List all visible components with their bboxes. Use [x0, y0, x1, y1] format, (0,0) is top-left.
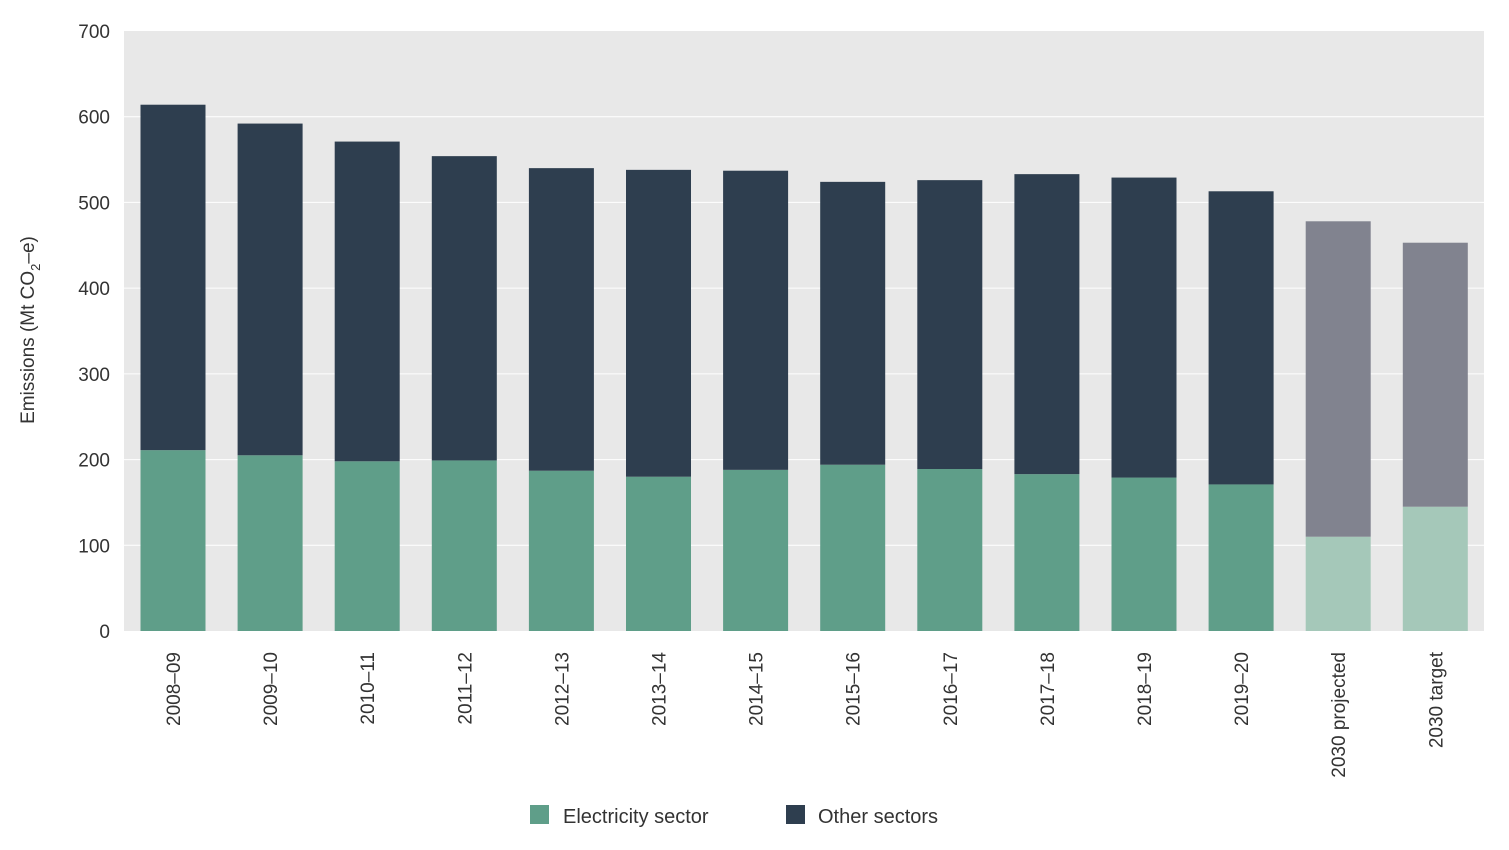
- bar-other-sectors-2014-15: [723, 170, 789, 470]
- bar-other-sectors-2030-target: [1402, 242, 1468, 507]
- y-axis-label-prefix: Emissions (Mt CO: [18, 271, 39, 424]
- bar-other-sectors-2018-19: [1111, 177, 1177, 478]
- y-axis-label-subscript: 2: [28, 264, 43, 271]
- bar-other-sectors-2019-20: [1208, 191, 1274, 485]
- y-tick-labels: 0 100 200 300 400 500 600 700: [78, 22, 110, 643]
- x-tick-label-2009-10: 2009–10: [261, 652, 282, 726]
- bar-other-sectors-2017-18: [1014, 174, 1080, 475]
- x-tick-label-2016-17: 2016–17: [941, 652, 962, 726]
- y-tick-label-600: 600: [78, 108, 110, 129]
- y-tick-label-100: 100: [78, 536, 110, 557]
- bar-other-sectors-2013-14: [626, 169, 691, 477]
- y-tick-label-500: 500: [78, 193, 110, 214]
- x-tick-label-2017-18: 2017–18: [1038, 652, 1059, 726]
- x-tick-label-2030-target: 2030 target: [1426, 651, 1447, 748]
- bar-other-sectors-2016-17: [917, 180, 983, 469]
- bar-other-sectors-2011-12: [431, 156, 497, 461]
- bar-electricity-sector-2009-10: [237, 455, 303, 631]
- legend: Electricity sector Other sectors: [530, 805, 938, 828]
- x-tick-label-2018-19: 2018–19: [1135, 652, 1156, 726]
- x-tick-labels: 2008–09 2009–10 2010–11 2011–12 2012–13 2013–…: [164, 651, 1447, 777]
- y-axis-label: Emissions (Mt CO2–e): [18, 236, 43, 424]
- bar-electricity-sector-2015-16: [820, 464, 886, 631]
- legend-swatch-other-sectors: [786, 805, 805, 824]
- bar-other-sectors-2008-09: [140, 104, 206, 451]
- y-tick-label-700: 700: [78, 22, 110, 43]
- legend-swatch-electricity-sector: [530, 805, 549, 824]
- bar-electricity-sector-2011-12: [431, 460, 497, 631]
- y-axis-label-suffix: –e): [18, 236, 39, 263]
- x-tick-label-2008-09: 2008–09: [164, 652, 185, 726]
- bar-electricity-sector-2018-19: [1111, 477, 1177, 631]
- bar-electricity-sector-2012-13: [528, 470, 594, 631]
- y-tick-label-0: 0: [99, 622, 110, 643]
- bar-electricity-sector-2014-15: [723, 469, 789, 631]
- x-tick-label-2030-projected: 2030 projected: [1329, 652, 1350, 778]
- bar-other-sectors-2010-11: [334, 141, 400, 462]
- y-tick-label-200: 200: [78, 451, 110, 472]
- x-tick-label-2010-11: 2010–11: [358, 652, 379, 725]
- legend-label-other-sectors: Other sectors: [818, 806, 938, 828]
- bar-electricity-sector-2010-11: [334, 461, 400, 631]
- x-tick-label-2013-14: 2013–14: [650, 652, 671, 726]
- bars: [140, 104, 1468, 631]
- bar-electricity-sector-2030-target: [1402, 506, 1468, 631]
- y-tick-label-300: 300: [78, 365, 110, 386]
- bar-electricity-sector-2030-projected: [1305, 536, 1371, 631]
- bar-electricity-sector-2016-17: [917, 469, 983, 631]
- x-tick-label-2011-12: 2011–12: [455, 652, 476, 725]
- y-tick-label-400: 400: [78, 279, 110, 300]
- x-tick-label-2014-15: 2014–15: [747, 652, 768, 726]
- x-tick-label-2015-16: 2015–16: [844, 652, 865, 726]
- bar-other-sectors-2015-16: [820, 181, 886, 465]
- bar-other-sectors-2009-10: [237, 123, 303, 456]
- bar-electricity-sector-2008-09: [140, 450, 206, 631]
- plot-background: [124, 31, 1484, 631]
- bar-other-sectors-2012-13: [528, 168, 594, 471]
- bar-electricity-sector-2013-14: [626, 476, 691, 631]
- bar-other-sectors-2030-projected: [1305, 221, 1371, 537]
- bar-electricity-sector-2017-18: [1014, 474, 1080, 631]
- x-tick-label-2012-13: 2012–13: [552, 652, 573, 726]
- bar-electricity-sector-2019-20: [1208, 484, 1274, 631]
- legend-label-electricity-sector: Electricity sector: [563, 806, 709, 828]
- x-tick-label-2019-20: 2019–20: [1232, 652, 1253, 726]
